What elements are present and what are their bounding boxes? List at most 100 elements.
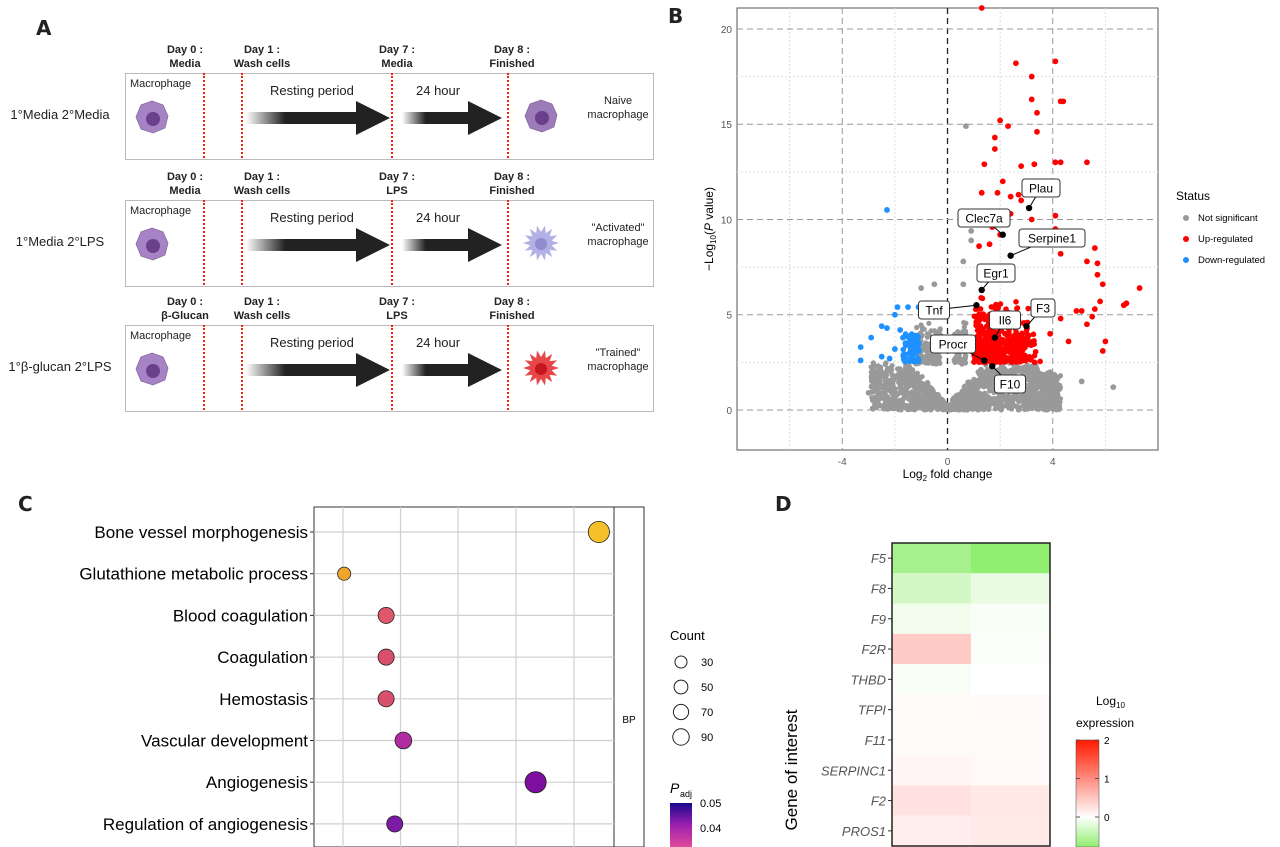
timepoint-divider [241,325,243,410]
not-significant-point [1042,390,1048,396]
protocol-row-box [125,73,654,160]
up-regulated-point [1031,352,1038,359]
not-significant-point [1044,385,1051,391]
timepoint-divider [203,73,205,158]
gene-label-box [989,310,1021,330]
not-significant-point [885,365,891,372]
timepoint-line: Day 7 : [378,44,416,56]
not-significant-point [870,406,876,412]
not-significant-point [1078,378,1085,385]
not-significant-point [951,395,957,401]
heatmap-cell [892,543,971,574]
legend-entry: Not significant [1198,213,1258,224]
not-significant-point [1037,375,1043,381]
up-regulated-point [1007,193,1014,200]
y-axis-label: −Log10(P value) [702,187,718,271]
up-regulated-point [988,351,995,358]
down-regulated-point [886,355,893,362]
heatmap-cell [892,724,971,756]
up-regulated-point [1013,352,1019,358]
up-regulated-point [976,349,982,356]
gene-row-label: F9 [871,612,886,627]
gene-label: F3 [1036,302,1050,316]
not-significant-point [872,364,878,370]
up-regulated-point [988,304,995,310]
timepoint-line: Day 0 : [166,171,204,183]
not-significant-point [1025,406,1031,412]
up-regulated-point [1013,299,1019,305]
size-legend-circle [672,703,690,721]
legend-entry: Down-regulated [1198,255,1265,266]
not-significant-point [895,406,902,413]
not-significant-point [1041,378,1047,384]
heatmap-cell [971,603,1050,634]
not-significant-point [911,381,917,387]
not-significant-point [960,281,967,288]
go-dot-plot: BP Bone vessel morphogenesis Glutathione m… [79,506,721,847]
down-regulated-point [910,332,917,339]
result-label-line: macrophage [587,361,649,373]
result-label: "Trained" macrophage [578,346,658,374]
arrow-icon [246,101,390,135]
gene-row-label: F5 [871,551,887,566]
up-regulated-point [1073,308,1080,314]
not-significant-point [894,366,901,372]
up-regulated-point [1028,96,1035,103]
panel-label-c: C [18,492,33,516]
not-significant-point [886,396,892,402]
timepoint-line: Day 7 : [378,171,416,183]
up-regulated-point [1057,250,1064,257]
down-regulated-point [915,357,922,364]
up-regulated-point [1021,341,1027,348]
up-regulated-point [1060,98,1067,105]
not-significant-point [963,123,969,130]
x-tick-label: 4 [1050,457,1056,468]
timepoint-divider [391,73,393,158]
gene-row-label: F2R [861,642,886,657]
not-significant-point [1032,401,1038,407]
size-legend-circle [673,679,689,695]
not-significant-point [1046,391,1052,397]
gene-label-box [976,263,1016,283]
not-significant-point [1036,404,1042,410]
up-regulated-point [1065,338,1072,345]
y-tick-label: 0 [726,406,732,417]
up-regulated-point [1018,197,1025,204]
up-regulated-point [1052,212,1059,219]
size-legend-value: 30 [701,657,713,669]
up-regulated-point [1047,330,1054,337]
down-regulated-point [902,331,909,337]
not-significant-point [1030,393,1036,399]
gene-label-box [1021,178,1061,198]
not-significant-point [968,228,975,234]
up-regulated-point [979,342,986,348]
not-significant-point [934,330,940,336]
gene-heatmap: F5 F8 F9 F2R THBD TFPI F11 SERPINC1 F2 PROS1 Gene … [782,542,1134,847]
not-significant-point [1045,373,1051,379]
not-significant-point [957,406,963,412]
up-regulated-point [1028,73,1035,80]
timepoint-line: β-Glucan [161,310,209,322]
not-significant-point [1021,398,1027,404]
down-regulated-point [857,344,864,351]
arrow-icon [246,228,390,262]
not-significant-point [1018,365,1024,371]
size-legend-value: 70 [701,707,713,719]
term-dot [394,731,413,750]
gene-label: Tnf [925,304,943,318]
start-cell-label: Macrophage [130,330,192,342]
not-significant-point [1031,376,1037,382]
not-significant-point [917,394,923,400]
resting-period-label: Resting period [270,210,354,225]
arrow-icon [402,228,502,262]
up-regulated-point [1102,338,1109,345]
not-significant-point [883,372,890,378]
up-regulated-point [1019,347,1026,353]
color-legend-title: P [670,780,680,796]
not-significant-point [899,372,905,378]
gene-row-label: F11 [865,733,886,748]
down-regulated-point [897,327,904,333]
timepoint-header-day7: Day 7 : Media [352,43,442,71]
heatmap-cell [892,664,971,695]
not-significant-point [868,369,874,375]
